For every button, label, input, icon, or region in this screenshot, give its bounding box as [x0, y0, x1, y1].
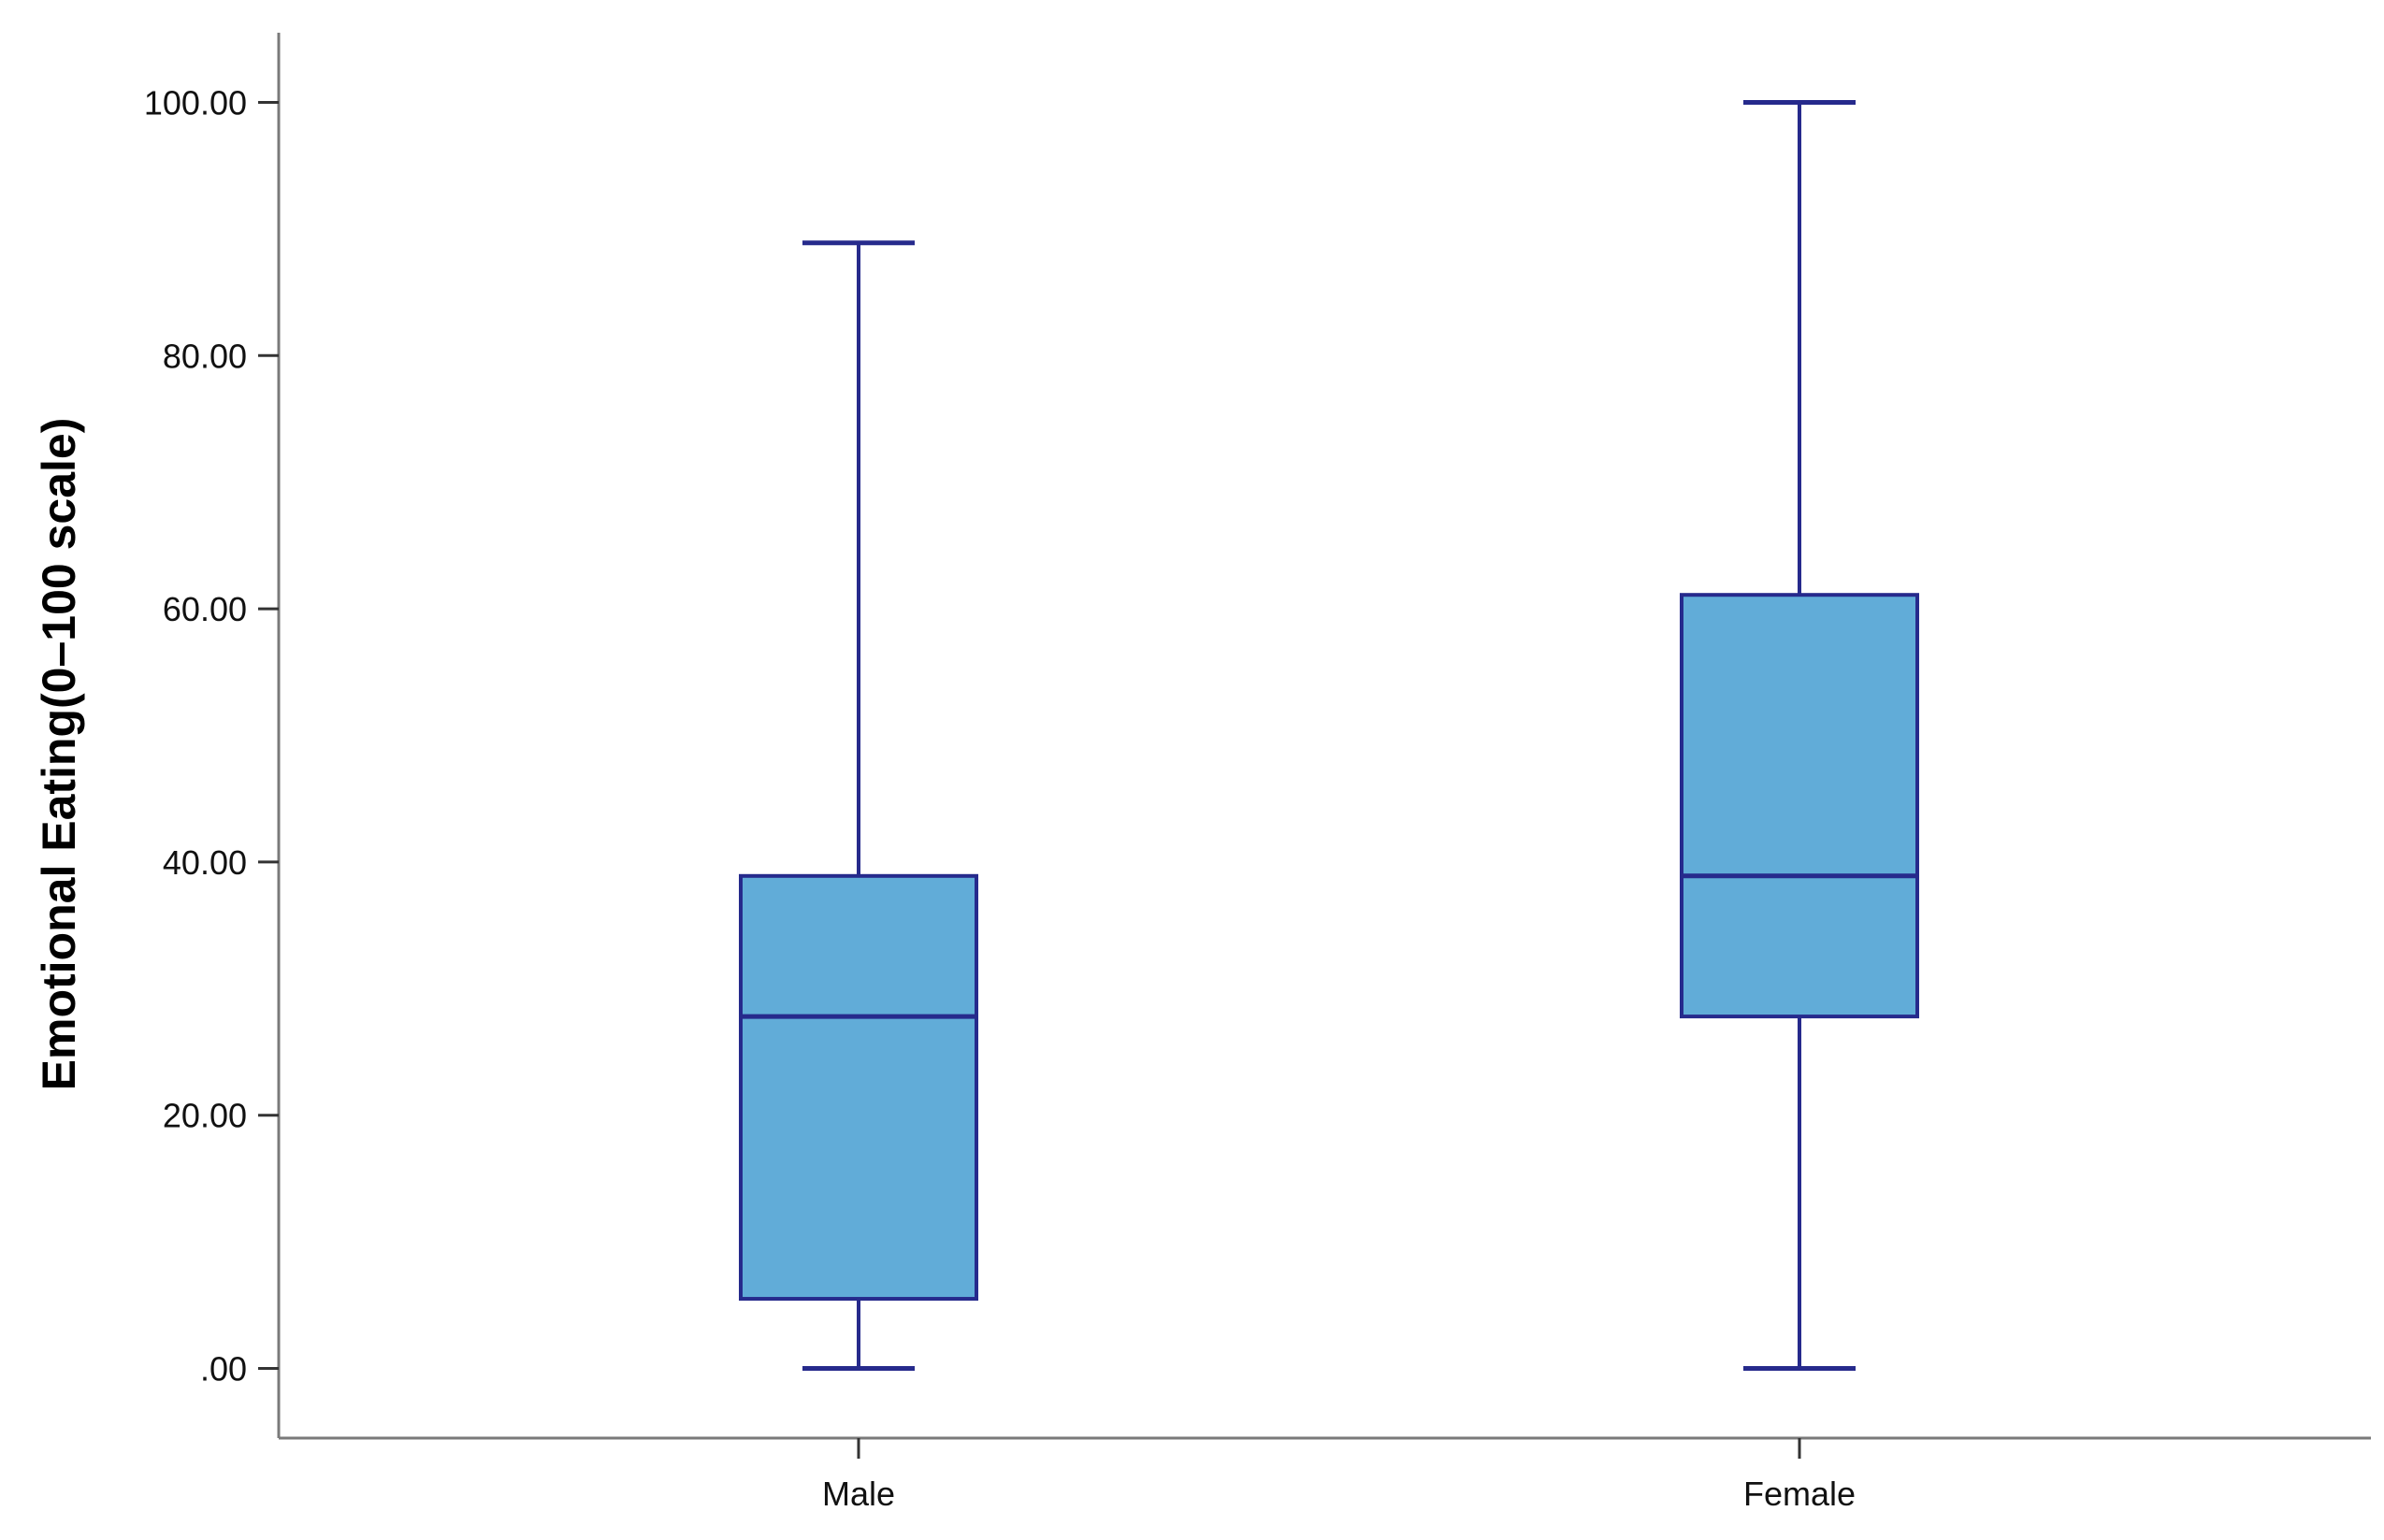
iqr-box: [1680, 593, 1919, 1019]
box-series: [739, 99, 1919, 1372]
y-tick-label: 80.00: [163, 337, 247, 375]
box-male: [739, 240, 978, 1372]
x-tick-label: Female: [1743, 1475, 1856, 1513]
x-axis-ticks: Male Female: [822, 1438, 1856, 1513]
y-axis-title: Emotional Eating(0–100 scale): [33, 418, 85, 1091]
y-tick-label: 20.00: [163, 1097, 247, 1135]
y-tick-label: 40.00: [163, 843, 247, 882]
y-tick-label: 60.00: [163, 590, 247, 628]
box-female: [1680, 99, 1919, 1372]
y-tick-label: 100.00: [144, 83, 247, 122]
iqr-box: [739, 873, 978, 1302]
y-axis-ticks: .00 20.00 40.00 60.00 80.00 100.00: [144, 83, 279, 1389]
axes: [277, 33, 2371, 1440]
y-tick-label: .00: [200, 1350, 247, 1389]
x-tick-label: Male: [822, 1475, 895, 1513]
